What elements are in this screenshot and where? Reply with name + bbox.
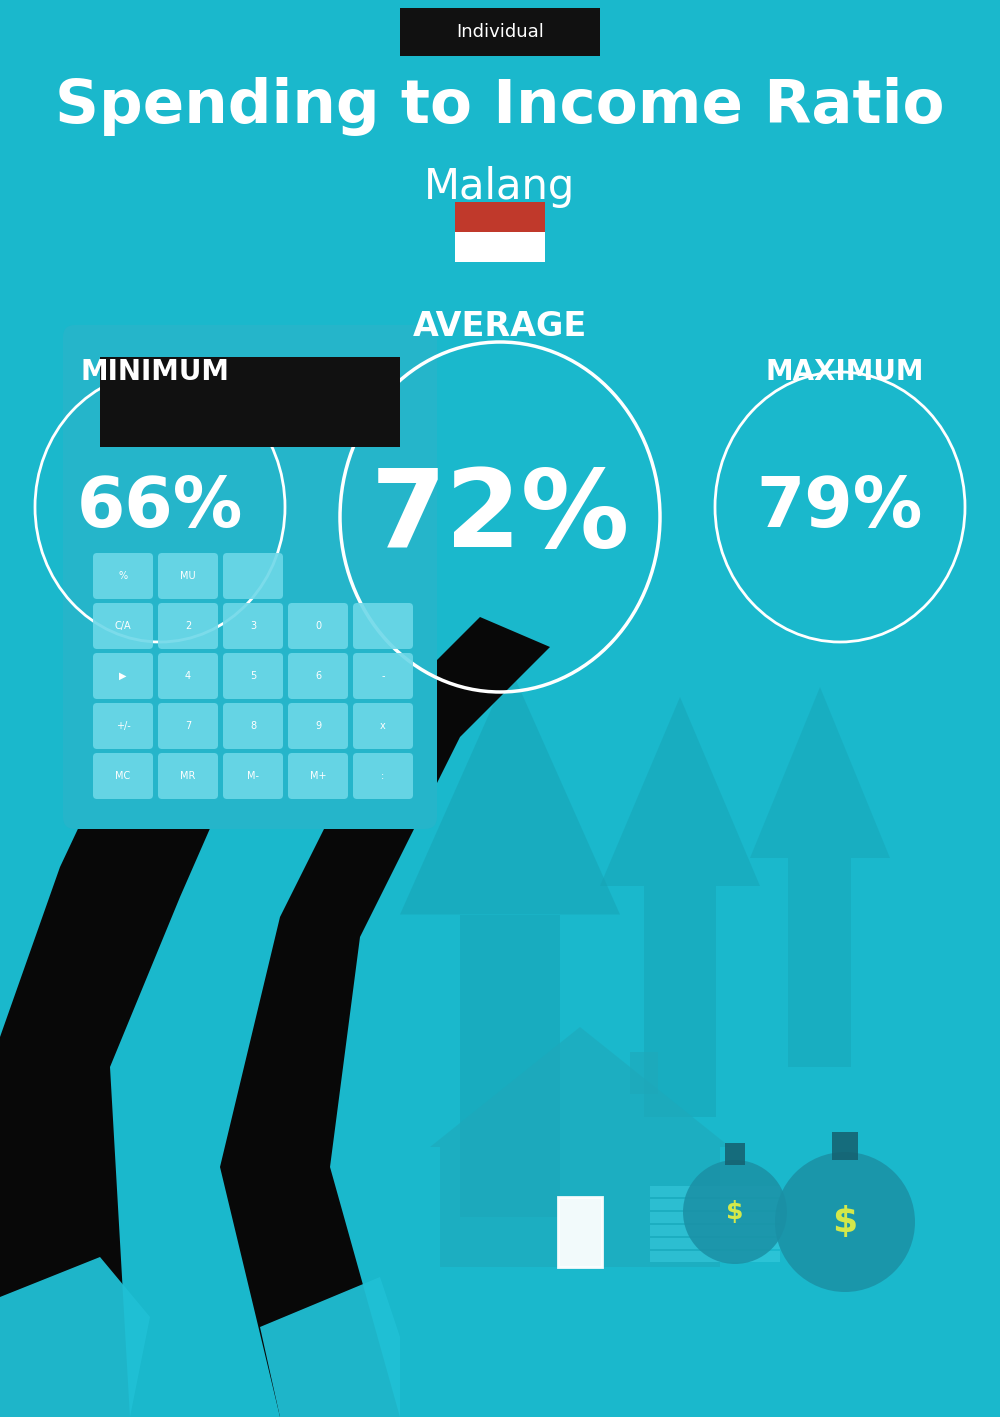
FancyBboxPatch shape [223, 752, 283, 799]
Text: M+: M+ [310, 771, 326, 781]
FancyBboxPatch shape [93, 653, 153, 699]
FancyBboxPatch shape [650, 1199, 780, 1210]
Text: Malang: Malang [424, 166, 576, 208]
FancyBboxPatch shape [558, 1197, 602, 1267]
FancyBboxPatch shape [93, 703, 153, 750]
Text: $: $ [832, 1204, 858, 1238]
FancyBboxPatch shape [288, 653, 348, 699]
Text: 3: 3 [250, 621, 256, 631]
FancyBboxPatch shape [158, 653, 218, 699]
FancyBboxPatch shape [223, 604, 283, 649]
FancyBboxPatch shape [158, 703, 218, 750]
FancyBboxPatch shape [158, 752, 218, 799]
Circle shape [683, 1161, 787, 1264]
FancyBboxPatch shape [440, 1146, 720, 1267]
FancyBboxPatch shape [158, 604, 218, 649]
Polygon shape [0, 1257, 150, 1417]
Polygon shape [0, 638, 280, 1417]
Text: MAXIMUM: MAXIMUM [766, 359, 924, 385]
FancyBboxPatch shape [650, 1226, 780, 1236]
FancyBboxPatch shape [353, 653, 413, 699]
Polygon shape [260, 1277, 400, 1417]
FancyBboxPatch shape [288, 752, 348, 799]
Polygon shape [220, 616, 550, 1417]
Text: MU: MU [180, 571, 196, 581]
FancyBboxPatch shape [400, 9, 600, 57]
FancyBboxPatch shape [460, 914, 560, 1217]
Text: :: : [381, 771, 385, 781]
FancyBboxPatch shape [93, 553, 153, 599]
FancyBboxPatch shape [288, 604, 348, 649]
FancyBboxPatch shape [788, 859, 851, 1067]
FancyBboxPatch shape [223, 703, 283, 750]
Polygon shape [600, 697, 760, 886]
FancyBboxPatch shape [223, 653, 283, 699]
FancyBboxPatch shape [644, 886, 716, 1117]
Text: x: x [380, 721, 386, 731]
FancyBboxPatch shape [100, 357, 400, 446]
FancyBboxPatch shape [223, 553, 283, 599]
Text: 2: 2 [185, 621, 191, 631]
Text: MR: MR [180, 771, 196, 781]
Text: 5: 5 [250, 672, 256, 682]
Text: ▶: ▶ [119, 672, 127, 682]
FancyBboxPatch shape [630, 1053, 658, 1094]
Polygon shape [750, 687, 890, 859]
Circle shape [775, 1152, 915, 1292]
FancyBboxPatch shape [650, 1251, 780, 1263]
FancyBboxPatch shape [455, 232, 545, 262]
FancyBboxPatch shape [93, 604, 153, 649]
Text: -: - [381, 672, 385, 682]
FancyBboxPatch shape [93, 752, 153, 799]
Text: M-: M- [247, 771, 259, 781]
Text: 72%: 72% [370, 463, 630, 570]
FancyBboxPatch shape [725, 1144, 745, 1165]
Text: C/A: C/A [115, 621, 131, 631]
Text: Spending to Income Ratio: Spending to Income Ratio [55, 78, 945, 136]
Text: +/-: +/- [116, 721, 130, 731]
Text: 6: 6 [315, 672, 321, 682]
FancyBboxPatch shape [353, 752, 413, 799]
FancyBboxPatch shape [455, 203, 545, 232]
FancyBboxPatch shape [650, 1186, 780, 1197]
FancyBboxPatch shape [650, 1238, 780, 1248]
Text: AVERAGE: AVERAGE [413, 310, 587, 343]
FancyBboxPatch shape [353, 604, 413, 649]
Text: %: % [118, 571, 128, 581]
FancyBboxPatch shape [832, 1132, 858, 1161]
Text: $: $ [726, 1200, 744, 1224]
Text: Individual: Individual [456, 23, 544, 41]
Text: 0: 0 [315, 621, 321, 631]
FancyBboxPatch shape [353, 703, 413, 750]
Text: 7: 7 [185, 721, 191, 731]
Text: 9: 9 [315, 721, 321, 731]
Text: MC: MC [115, 771, 131, 781]
FancyBboxPatch shape [63, 324, 437, 829]
FancyBboxPatch shape [650, 1212, 780, 1223]
Polygon shape [430, 1027, 730, 1146]
Text: 79%: 79% [757, 473, 923, 540]
Text: 4: 4 [185, 672, 191, 682]
Text: 8: 8 [250, 721, 256, 731]
Text: 66%: 66% [77, 473, 243, 540]
Polygon shape [400, 667, 620, 914]
Text: MINIMUM: MINIMUM [80, 359, 230, 385]
FancyBboxPatch shape [288, 703, 348, 750]
FancyBboxPatch shape [158, 553, 218, 599]
